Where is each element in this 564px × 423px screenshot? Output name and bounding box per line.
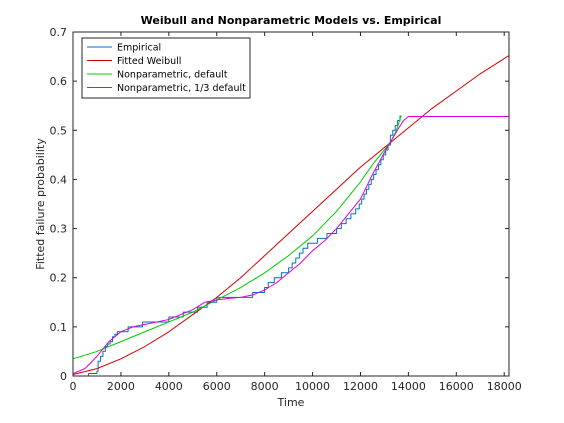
x-tick-label: 8000 <box>251 380 279 393</box>
y-tick-label: 0.5 <box>50 124 68 137</box>
series-line-fitted-weibull <box>72 55 510 376</box>
y-tick-label: 0.7 <box>50 26 68 39</box>
x-tick-label: 12000 <box>343 380 378 393</box>
y-tick-label: 0.1 <box>50 321 68 334</box>
legend-entry: Empirical <box>117 43 161 54</box>
legend-entry: Fitted Weibull <box>117 56 181 67</box>
y-tick-label: 0.3 <box>50 223 68 236</box>
x-tick-label: 0 <box>70 380 77 393</box>
x-tick-label: 16000 <box>439 380 474 393</box>
series-line-nonparametric-default <box>72 115 402 360</box>
legend: Empirical Fitted Weibull Nonparametric, de… <box>81 37 251 99</box>
x-tick-label: 2000 <box>107 380 135 393</box>
y-tick-label: 0.4 <box>50 173 68 186</box>
y-tick-label: 0.2 <box>50 272 68 285</box>
legend-entry: Nonparametric, 1/3 default <box>117 83 246 94</box>
series-layer <box>72 55 510 377</box>
y-tick-label: 0 <box>60 370 67 383</box>
x-tick-label: 18000 <box>487 380 522 393</box>
y-tick-label: 0.6 <box>50 75 68 88</box>
plot-frame <box>72 31 510 377</box>
x-axis-label: Time <box>277 396 305 409</box>
x-tick-label: 4000 <box>155 380 183 393</box>
x-tick-label: 14000 <box>391 380 426 393</box>
chart-title: Weibull and Nonparametric Models vs. Emp… <box>141 14 442 27</box>
series-line-empirical <box>73 115 401 377</box>
x-tick-label: 6000 <box>203 380 231 393</box>
y-axis-label: Fitted failure probability <box>34 138 47 270</box>
x-tick-label: 10000 <box>295 380 330 393</box>
series-line-nonparametric-1-3-default <box>72 116 509 375</box>
legend-entry: Nonparametric, default <box>117 70 228 81</box>
ticks-layer: 0 2000 4000 6000 8000 10000 12000 14000 16000 180… <box>50 26 522 393</box>
